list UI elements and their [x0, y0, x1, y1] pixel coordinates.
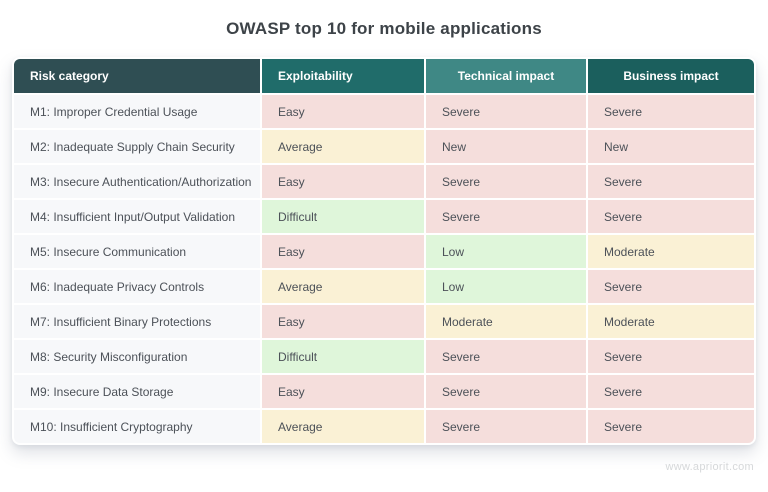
owasp-risk-table: Risk category Exploitability Technical i… [12, 57, 756, 445]
table-row: M10: Insufficient Cryptography Average S… [14, 410, 754, 443]
table-row: M1: Improper Credential Usage Easy Sever… [14, 95, 754, 128]
exploitability-cell: Easy [262, 165, 424, 198]
risk-category-cell: M6: Inadequate Privacy Controls [14, 270, 260, 303]
technical-impact-cell: Low [426, 270, 586, 303]
exploitability-cell: Easy [262, 375, 424, 408]
exploitability-cell: Difficult [262, 200, 424, 233]
technical-impact-cell: New [426, 130, 586, 163]
table-row: M3: Insecure Authentication/Authorizatio… [14, 165, 754, 198]
risk-category-cell: M7: Insufficient Binary Protections [14, 305, 260, 338]
business-impact-cell: Moderate [588, 305, 754, 338]
technical-impact-cell: Severe [426, 410, 586, 443]
header-row: Risk category Exploitability Technical i… [14, 59, 754, 93]
technical-impact-cell: Severe [426, 200, 586, 233]
table-row: M6: Inadequate Privacy Controls Average … [14, 270, 754, 303]
owasp-risk-table-container: Risk category Exploitability Technical i… [12, 57, 756, 445]
exploitability-cell: Easy [262, 235, 424, 268]
exploitability-cell: Difficult [262, 340, 424, 373]
table-row: M7: Insufficient Binary Protections Easy… [14, 305, 754, 338]
table-row: M8: Security Misconfiguration Difficult … [14, 340, 754, 373]
risk-category-cell: M1: Improper Credential Usage [14, 95, 260, 128]
exploitability-cell: Average [262, 130, 424, 163]
risk-category-cell: M5: Insecure Communication [14, 235, 260, 268]
risk-category-cell: M8: Security Misconfiguration [14, 340, 260, 373]
table-body: M1: Improper Credential Usage Easy Sever… [14, 95, 754, 443]
technical-impact-cell: Moderate [426, 305, 586, 338]
risk-category-cell: M4: Insufficient Input/Output Validation [14, 200, 260, 233]
table-header: Risk category Exploitability Technical i… [14, 59, 754, 93]
table-row: M4: Insufficient Input/Output Validation… [14, 200, 754, 233]
technical-impact-cell: Low [426, 235, 586, 268]
business-impact-cell: Severe [588, 340, 754, 373]
table-row: M2: Inadequate Supply Chain Security Ave… [14, 130, 754, 163]
page-title: OWASP top 10 for mobile applications [226, 19, 542, 38]
risk-category-cell: M10: Insufficient Cryptography [14, 410, 260, 443]
website-watermark: www.apriorit.com [665, 461, 754, 473]
column-header-business-impact: Business impact [588, 59, 754, 93]
business-impact-cell: New [588, 130, 754, 163]
column-header-technical-impact: Technical impact [426, 59, 586, 93]
exploitability-cell: Average [262, 270, 424, 303]
technical-impact-cell: Severe [426, 375, 586, 408]
table-row: M5: Insecure Communication Easy Low Mode… [14, 235, 754, 268]
column-header-exploitability: Exploitability [262, 59, 424, 93]
business-impact-cell: Severe [588, 200, 754, 233]
exploitability-cell: Average [262, 410, 424, 443]
business-impact-cell: Severe [588, 410, 754, 443]
business-impact-cell: Moderate [588, 235, 754, 268]
business-impact-cell: Severe [588, 375, 754, 408]
exploitability-cell: Easy [262, 95, 424, 128]
business-impact-cell: Severe [588, 95, 754, 128]
business-impact-cell: Severe [588, 270, 754, 303]
column-header-risk-category: Risk category [14, 59, 260, 93]
technical-impact-cell: Severe [426, 340, 586, 373]
risk-category-cell: M3: Insecure Authentication/Authorizatio… [14, 165, 260, 198]
technical-impact-cell: Severe [426, 165, 586, 198]
business-impact-cell: Severe [588, 165, 754, 198]
table-row: M9: Insecure Data Storage Easy Severe Se… [14, 375, 754, 408]
risk-category-cell: M9: Insecure Data Storage [14, 375, 260, 408]
technical-impact-cell: Severe [426, 95, 586, 128]
risk-category-cell: M2: Inadequate Supply Chain Security [14, 130, 260, 163]
exploitability-cell: Easy [262, 305, 424, 338]
